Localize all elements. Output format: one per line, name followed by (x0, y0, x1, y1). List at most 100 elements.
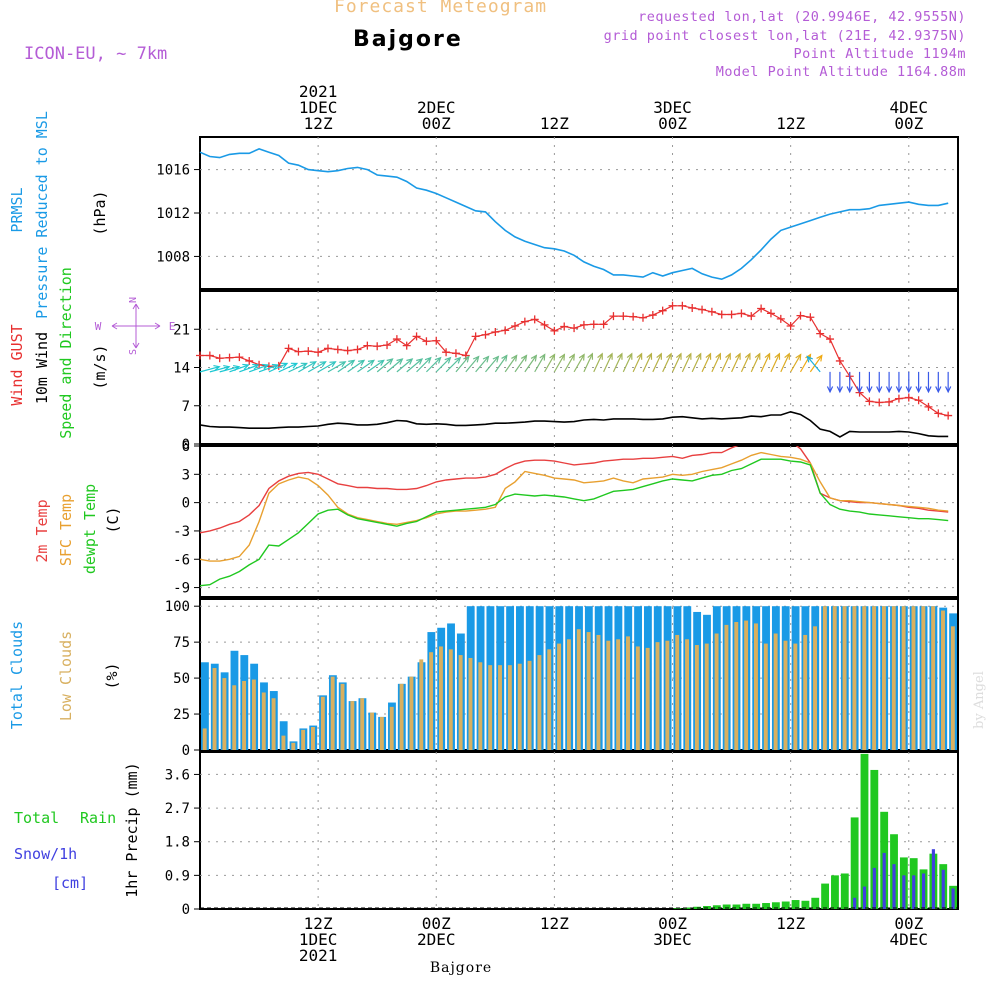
pressure-label-msl: Pressure Reduced to MSL (33, 111, 51, 319)
low-cloud-bar (222, 678, 227, 750)
gust-marker (589, 320, 598, 329)
wind-arrow-head (501, 354, 508, 362)
top-time-label: 00Z (894, 114, 923, 133)
gust-marker (609, 312, 618, 321)
gust-marker (540, 320, 549, 329)
wind-arrow-head (339, 361, 347, 368)
wind-arrow (327, 361, 346, 373)
gust-marker (491, 327, 500, 336)
gust-marker (402, 341, 411, 350)
wind-ytick-label: 14 (173, 361, 190, 377)
gust-marker (196, 351, 204, 360)
wind-arrow-head (607, 352, 613, 360)
top-time-label: 12Z (776, 114, 805, 133)
wind-arrow (209, 366, 230, 373)
temperature-ytick-label: -6 (173, 552, 190, 568)
low-cloud-bar (330, 676, 335, 750)
wind-arrow-head (685, 352, 692, 360)
wind-arrow-head (242, 363, 250, 370)
gust-marker (737, 309, 746, 318)
gust-marker (235, 353, 244, 362)
gust-marker (668, 301, 677, 310)
wind-arrow-head (636, 352, 643, 360)
low-cloud-bar (340, 683, 345, 750)
gust-marker (944, 411, 953, 420)
pressure-panel: 1008 1012 1016 (156, 136, 959, 290)
grid-point-coordinates: grid point closest lon,lat (21E, 42.9375… (603, 28, 966, 44)
wind-arrow-head (358, 359, 366, 366)
low-cloud-bar (744, 620, 749, 750)
gust-marker (412, 332, 421, 341)
low-cloud-bar (921, 606, 926, 750)
rain-bar (742, 903, 751, 909)
rain-bar (722, 904, 731, 909)
snow-bar (862, 886, 867, 909)
gust-marker (776, 314, 785, 323)
snow-bar (902, 875, 906, 909)
gust-marker (865, 397, 874, 406)
low-cloud-bar (763, 643, 768, 750)
compass-w: W (95, 320, 102, 333)
pressure-line (199, 148, 949, 281)
bottom-time-label: 12Z (540, 914, 569, 933)
snow-bar (882, 852, 886, 909)
wind-arrow (278, 362, 298, 373)
wind-arrow (809, 355, 823, 373)
wind-arrow (258, 364, 279, 373)
gust-marker (471, 332, 480, 341)
wind-arrow (573, 354, 585, 373)
low-cloud-bar (901, 606, 906, 750)
low-cloud-bar (626, 636, 630, 750)
wind-arrow-head (367, 359, 376, 366)
gust-marker (638, 313, 647, 322)
compass-rose (111, 303, 161, 349)
wind-arrow (475, 356, 489, 373)
low-cloud-bar (694, 645, 699, 750)
low-cloud-bar (350, 701, 355, 750)
wind-arrow-head (656, 352, 662, 360)
wind-arrow (806, 356, 821, 373)
wind-arrow-head (784, 352, 790, 360)
point-altitude: Point Altitude 1194m (793, 46, 966, 62)
wind-arrow (652, 353, 662, 373)
gust-marker (727, 310, 736, 319)
low-cloud-bar (507, 665, 512, 750)
low-cloud-bar (271, 698, 276, 750)
gust-marker (245, 356, 254, 365)
gust-marker (648, 311, 657, 320)
gust-marker (570, 324, 579, 333)
wind-arrow (199, 366, 220, 373)
wind-arrow-head (252, 363, 260, 370)
rain-bar (801, 900, 810, 909)
precip-label-rain: Rain (80, 809, 116, 827)
low-cloud-bar (635, 646, 640, 750)
low-cloud-bar (675, 634, 680, 750)
rain-bar (683, 907, 692, 909)
gust-marker (904, 393, 913, 402)
low-cloud-bar (616, 639, 621, 750)
gust-marker (432, 336, 441, 345)
wind-arrow-head (549, 353, 556, 361)
wind-arrow (780, 353, 790, 373)
clouds-unit: (%) (103, 662, 121, 689)
wind-arrow-head (597, 352, 603, 360)
wind-arrow (612, 353, 623, 373)
wind-arrow (721, 353, 731, 373)
low-cloud-bar (753, 623, 758, 750)
low-cloud-bar (360, 698, 365, 750)
low-cloud-bar (212, 668, 217, 750)
low-cloud-bar (320, 696, 325, 750)
wind-arrow-head (223, 364, 231, 372)
gust-marker (629, 312, 638, 321)
total-cloud-bar (201, 662, 209, 750)
wind-arrow-head (866, 386, 873, 394)
clouds-ytick-label: 75 (173, 635, 190, 651)
wind-arrow (622, 353, 633, 373)
low-cloud-bar (281, 735, 286, 750)
rain-bar (840, 873, 849, 909)
rain-bar (762, 903, 770, 909)
wind-arrow-head (539, 353, 546, 361)
temp-sfc-line (200, 451, 949, 562)
compass-s: S (128, 349, 139, 355)
wind-arrow (642, 353, 652, 373)
